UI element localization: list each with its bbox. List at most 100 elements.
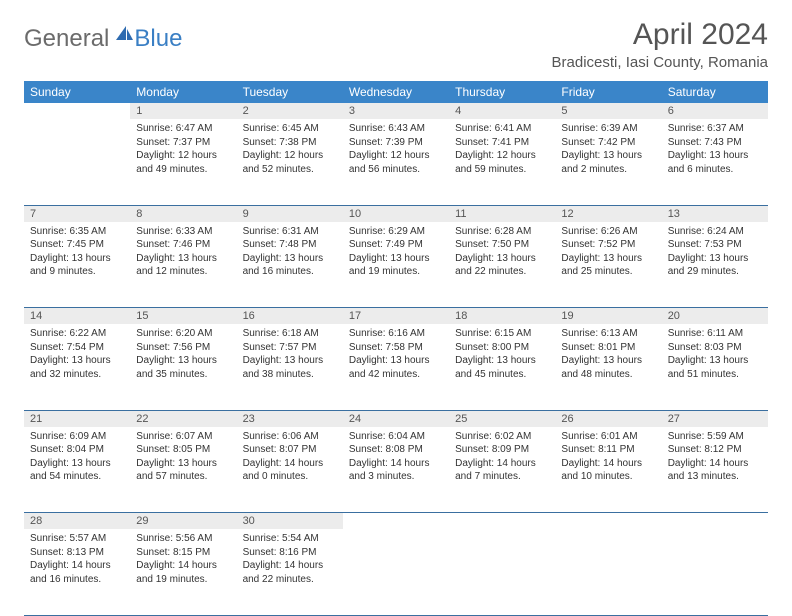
day-details: Sunrise: 6:09 AMSunset: 8:04 PMDaylight:…	[24, 427, 130, 490]
day-details: Sunrise: 5:57 AMSunset: 8:13 PMDaylight:…	[24, 529, 130, 592]
day-details: Sunrise: 5:59 AMSunset: 8:12 PMDaylight:…	[662, 427, 768, 490]
day-details: Sunrise: 6:39 AMSunset: 7:42 PMDaylight:…	[555, 119, 661, 182]
day-number	[662, 513, 768, 517]
sunrise-text: Sunrise: 6:07 AM	[136, 430, 230, 444]
daylight-text: Daylight: 13 hours and 22 minutes.	[455, 252, 549, 279]
logo-text-general: General	[24, 25, 109, 53]
day-cell-content: Sunrise: 6:15 AMSunset: 8:00 PMDaylight:…	[449, 324, 555, 410]
day-cell-content: Sunrise: 5:59 AMSunset: 8:12 PMDaylight:…	[662, 427, 768, 513]
day-cell-content: Sunrise: 6:06 AMSunset: 8:07 PMDaylight:…	[237, 427, 343, 513]
sunrise-text: Sunrise: 6:02 AM	[455, 430, 549, 444]
daylight-text: Daylight: 13 hours and 25 minutes.	[561, 252, 655, 279]
sunrise-text: Sunrise: 6:26 AM	[561, 225, 655, 239]
day-cell-content: Sunrise: 6:22 AMSunset: 7:54 PMDaylight:…	[24, 324, 130, 410]
day-number: 3	[343, 103, 449, 119]
sunset-text: Sunset: 8:08 PM	[349, 443, 443, 457]
sunrise-text: Sunrise: 6:35 AM	[30, 225, 124, 239]
day-cell-number: 19	[555, 308, 661, 325]
day-cell-content: Sunrise: 6:01 AMSunset: 8:11 PMDaylight:…	[555, 427, 661, 513]
day-number: 21	[24, 411, 130, 427]
day-details: Sunrise: 6:33 AMSunset: 7:46 PMDaylight:…	[130, 222, 236, 285]
day-number: 24	[343, 411, 449, 427]
day-cell-number: 22	[130, 410, 236, 427]
day-header: Tuesday	[237, 81, 343, 103]
daylight-text: Daylight: 13 hours and 42 minutes.	[349, 354, 443, 381]
sunset-text: Sunset: 7:56 PM	[136, 341, 230, 355]
day-cell-content: Sunrise: 5:57 AMSunset: 8:13 PMDaylight:…	[24, 529, 130, 615]
day-cell-number: 6	[662, 103, 768, 119]
day-cell-number: 24	[343, 410, 449, 427]
day-details: Sunrise: 6:04 AMSunset: 8:08 PMDaylight:…	[343, 427, 449, 490]
daylight-text: Daylight: 12 hours and 59 minutes.	[455, 149, 549, 176]
day-cell-number	[555, 513, 661, 530]
day-number: 28	[24, 513, 130, 529]
sunset-text: Sunset: 7:54 PM	[30, 341, 124, 355]
day-cell-number: 4	[449, 103, 555, 119]
day-number: 30	[237, 513, 343, 529]
daylight-text: Daylight: 14 hours and 16 minutes.	[30, 559, 124, 586]
day-cell-content: Sunrise: 6:41 AMSunset: 7:41 PMDaylight:…	[449, 119, 555, 205]
day-details	[343, 529, 449, 538]
sunset-text: Sunset: 8:07 PM	[243, 443, 337, 457]
day-number: 17	[343, 308, 449, 324]
logo: General Blue	[24, 24, 182, 53]
day-number	[343, 513, 449, 517]
sunset-text: Sunset: 8:11 PM	[561, 443, 655, 457]
sunset-text: Sunset: 7:58 PM	[349, 341, 443, 355]
day-number: 8	[130, 206, 236, 222]
sunrise-text: Sunrise: 6:24 AM	[668, 225, 762, 239]
day-details	[449, 529, 555, 538]
sunrise-text: Sunrise: 5:57 AM	[30, 532, 124, 546]
title-block: April 2024 Bradicesti, Iasi County, Roma…	[552, 18, 768, 71]
day-cell-content: Sunrise: 6:43 AMSunset: 7:39 PMDaylight:…	[343, 119, 449, 205]
day-cell-number: 3	[343, 103, 449, 119]
day-cell-number: 9	[237, 205, 343, 222]
day-details	[662, 529, 768, 538]
week-content-row: Sunrise: 6:22 AMSunset: 7:54 PMDaylight:…	[24, 324, 768, 410]
sunset-text: Sunset: 8:01 PM	[561, 341, 655, 355]
day-cell-number: 16	[237, 308, 343, 325]
day-details: Sunrise: 6:43 AMSunset: 7:39 PMDaylight:…	[343, 119, 449, 182]
day-number: 6	[662, 103, 768, 119]
day-cell-number	[24, 103, 130, 119]
daylight-text: Daylight: 13 hours and 16 minutes.	[243, 252, 337, 279]
day-cell-content: Sunrise: 6:31 AMSunset: 7:48 PMDaylight:…	[237, 222, 343, 308]
week-content-row: Sunrise: 6:47 AMSunset: 7:37 PMDaylight:…	[24, 119, 768, 205]
location-label: Bradicesti, Iasi County, Romania	[552, 54, 768, 71]
sunrise-text: Sunrise: 6:29 AM	[349, 225, 443, 239]
day-number: 11	[449, 206, 555, 222]
daylight-text: Daylight: 12 hours and 52 minutes.	[243, 149, 337, 176]
day-number: 23	[237, 411, 343, 427]
sunset-text: Sunset: 7:50 PM	[455, 238, 549, 252]
day-details: Sunrise: 5:54 AMSunset: 8:16 PMDaylight:…	[237, 529, 343, 592]
daylight-text: Daylight: 13 hours and 19 minutes.	[349, 252, 443, 279]
day-number: 5	[555, 103, 661, 119]
day-header: Saturday	[662, 81, 768, 103]
sunset-text: Sunset: 7:41 PM	[455, 136, 549, 150]
sunrise-text: Sunrise: 6:15 AM	[455, 327, 549, 341]
daylight-text: Daylight: 13 hours and 48 minutes.	[561, 354, 655, 381]
day-cell-number: 2	[237, 103, 343, 119]
day-cell-content	[555, 529, 661, 615]
day-cell-content: Sunrise: 6:29 AMSunset: 7:49 PMDaylight:…	[343, 222, 449, 308]
day-number: 18	[449, 308, 555, 324]
daylight-text: Daylight: 13 hours and 45 minutes.	[455, 354, 549, 381]
day-details: Sunrise: 6:35 AMSunset: 7:45 PMDaylight:…	[24, 222, 130, 285]
day-details: Sunrise: 6:13 AMSunset: 8:01 PMDaylight:…	[555, 324, 661, 387]
day-number: 26	[555, 411, 661, 427]
day-cell-content: Sunrise: 6:07 AMSunset: 8:05 PMDaylight:…	[130, 427, 236, 513]
sunset-text: Sunset: 7:53 PM	[668, 238, 762, 252]
daylight-text: Daylight: 13 hours and 32 minutes.	[30, 354, 124, 381]
day-cell-number: 28	[24, 513, 130, 530]
day-header: Sunday	[24, 81, 130, 103]
day-cell-content: Sunrise: 6:37 AMSunset: 7:43 PMDaylight:…	[662, 119, 768, 205]
sunset-text: Sunset: 7:46 PM	[136, 238, 230, 252]
sunset-text: Sunset: 7:38 PM	[243, 136, 337, 150]
daylight-text: Daylight: 14 hours and 7 minutes.	[455, 457, 549, 484]
day-number: 29	[130, 513, 236, 529]
sunrise-text: Sunrise: 6:43 AM	[349, 122, 443, 136]
day-details: Sunrise: 6:01 AMSunset: 8:11 PMDaylight:…	[555, 427, 661, 490]
day-cell-content: Sunrise: 6:35 AMSunset: 7:45 PMDaylight:…	[24, 222, 130, 308]
day-cell-number	[343, 513, 449, 530]
day-details: Sunrise: 6:15 AMSunset: 8:00 PMDaylight:…	[449, 324, 555, 387]
